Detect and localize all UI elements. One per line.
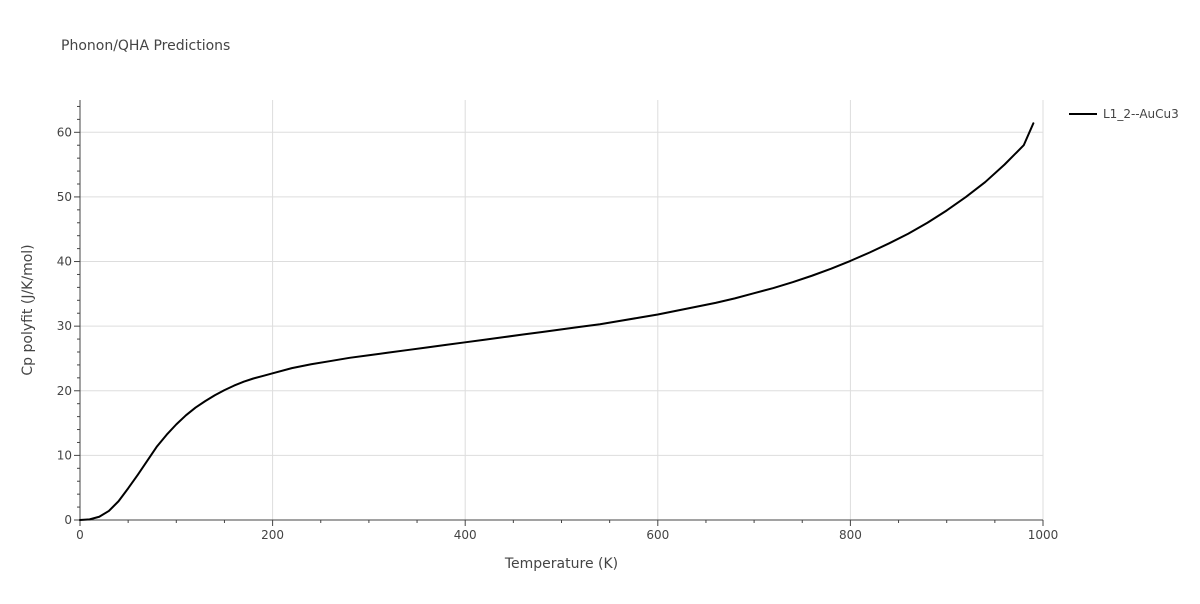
- y-tick-label: 10: [57, 448, 72, 462]
- x-tick-label: 800: [839, 528, 862, 542]
- y-axis-title: Cp polyfit (J/K/mol): [20, 244, 36, 375]
- legend-label: L1_2--AuCu3: [1103, 107, 1179, 121]
- legend[interactable]: L1_2--AuCu3: [1069, 107, 1179, 121]
- y-tick-label: 30: [57, 319, 72, 333]
- legend-item[interactable]: L1_2--AuCu3: [1069, 107, 1179, 121]
- y-tick-label: 50: [57, 190, 72, 204]
- x-tick-label: 600: [646, 528, 669, 542]
- chart-title: Phonon/QHA Predictions: [61, 38, 230, 54]
- y-tick-label: 60: [57, 125, 72, 139]
- series-layer: [79, 122, 1035, 521]
- y-tick-label: 0: [64, 513, 72, 527]
- x-tick-label: 0: [76, 528, 84, 542]
- x-tick-label: 200: [261, 528, 284, 542]
- x-tick-label: 1000: [1028, 528, 1059, 542]
- x-tick-label: 400: [454, 528, 477, 542]
- series-line: [79, 122, 1035, 521]
- x-axis-title: Temperature (K): [504, 556, 618, 572]
- y-tick-label: 20: [57, 384, 72, 398]
- grid-layer: [80, 100, 1044, 520]
- y-tick-label: 40: [57, 255, 72, 269]
- axis-layer: 0 200 400 600 800 1000 0 10 20 30 40 50 60: [57, 100, 1059, 542]
